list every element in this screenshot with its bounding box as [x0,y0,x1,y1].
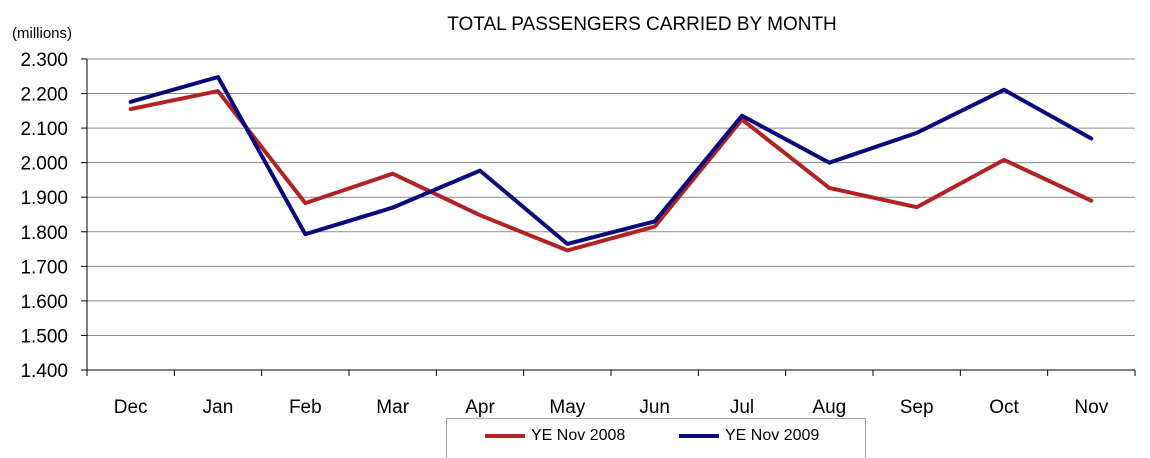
x-tick-label: Sep [900,397,934,418]
x-tick-label: Jun [639,397,670,418]
x-tick-label: Jul [730,397,754,418]
x-tick-label: Aug [812,397,846,418]
legend-item-series-2: YE Nov 2009 [679,427,819,445]
legend: YE Nov 2008 YE Nov 2009 [446,418,866,458]
legend-item-series-1: YE Nov 2008 [485,427,625,445]
x-tick-label: Oct [989,397,1019,418]
legend-swatch-series-1 [485,434,525,438]
x-tick-label: Apr [465,397,495,418]
y-tick-label: 2.100 [20,119,68,140]
chart-title: TOTAL PASSENGERS CARRIED BY MONTH [447,14,837,35]
x-tick-label: Dec [114,397,148,418]
y-tick-label: 2.000 [20,154,68,175]
y-tick-label: 1.700 [20,257,68,278]
series-lines [128,75,1094,253]
y-tick-label: 1.500 [20,326,68,347]
series-line-1 [128,89,1094,253]
legend-swatch-series-2 [679,434,719,438]
x-tick-label: Nov [1074,397,1108,418]
legend-label-series-2: YE Nov 2009 [725,427,820,444]
series-line-2 [128,75,1094,246]
y-tick-label: 1.400 [20,361,68,382]
y-unit-label: (millions) [12,25,72,42]
x-tick-label: Jan [203,397,234,418]
y-tick-label: 2.300 [20,50,68,71]
x-tick-labels: Dec Jan Feb Mar Apr May Jun Jul Aug Sep Oct Nov [114,397,1109,418]
legend-label-series-1: YE Nov 2008 [531,427,626,444]
x-tick-label: Mar [376,397,409,418]
x-tick-label: Feb [289,397,322,418]
y-tick-labels: 1.400 1.500 1.600 1.700 1.800 1.900 2.000 2.100… [20,50,68,382]
y-tick-label: 2.200 [20,85,68,106]
axes [81,58,1136,376]
x-tick-label: May [549,397,585,418]
y-tick-label: 1.600 [20,292,68,313]
y-tick-label: 1.900 [20,188,68,209]
y-tick-label: 1.800 [20,223,68,244]
gridlines [87,58,1135,336]
